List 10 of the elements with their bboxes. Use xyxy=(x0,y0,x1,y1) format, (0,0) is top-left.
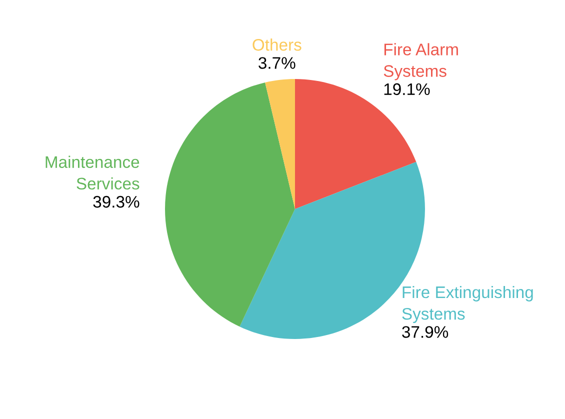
data-label: 39.3% xyxy=(93,196,140,208)
pie-slice xyxy=(265,79,295,209)
slice-label: Fire Extinguishing Systems xyxy=(402,286,533,324)
data-label: 19.1% xyxy=(384,83,430,96)
data-label: 3.7% xyxy=(258,57,296,69)
slice-label: Maintenance Services xyxy=(46,156,140,190)
slice-label: Others xyxy=(252,38,302,51)
data-label: 37.9% xyxy=(402,326,448,338)
pie-slice xyxy=(165,82,295,327)
slice-label: Fire Alarm Systems xyxy=(384,43,458,80)
